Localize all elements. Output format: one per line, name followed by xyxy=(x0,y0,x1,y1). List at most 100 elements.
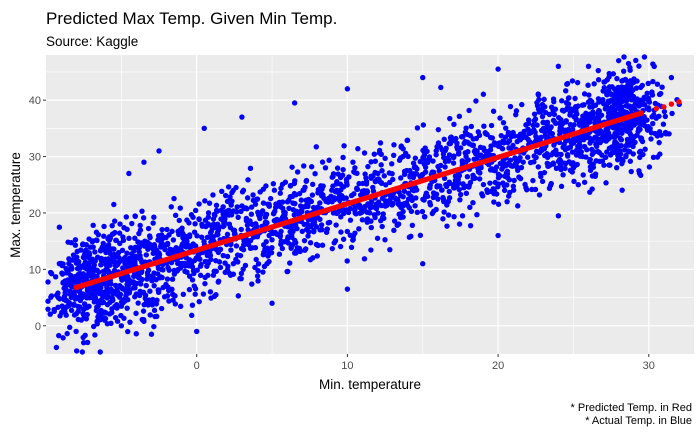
actual-point xyxy=(202,274,208,281)
actual-point xyxy=(55,290,61,296)
actual-point xyxy=(71,290,77,297)
actual-point xyxy=(555,63,562,69)
actual-point xyxy=(121,297,127,303)
actual-point xyxy=(445,212,452,218)
actual-point xyxy=(174,248,181,255)
actual-point xyxy=(45,279,51,285)
actual-point xyxy=(186,286,193,293)
actual-point xyxy=(570,140,577,146)
actual-point xyxy=(587,167,594,174)
actual-point xyxy=(490,108,497,114)
actual-point xyxy=(155,287,161,293)
actual-point xyxy=(637,154,643,161)
actual-point xyxy=(95,231,102,238)
actual-point xyxy=(214,208,220,214)
actual-point xyxy=(238,208,244,215)
actual-point xyxy=(476,176,483,182)
actual-point xyxy=(205,214,212,220)
actual-point xyxy=(176,260,183,267)
actual-point xyxy=(186,243,193,250)
actual-point xyxy=(238,226,244,233)
actual-point xyxy=(560,120,566,127)
actual-point xyxy=(336,194,342,200)
actual-point xyxy=(278,228,284,235)
actual-point xyxy=(422,169,429,175)
actual-point xyxy=(308,198,315,205)
x-tick-label: 20 xyxy=(492,360,504,372)
actual-point xyxy=(72,242,79,248)
actual-point xyxy=(501,187,508,194)
actual-point xyxy=(617,151,624,157)
actual-point xyxy=(211,221,217,227)
actual-point xyxy=(112,229,118,236)
actual-point xyxy=(114,318,121,324)
actual-point xyxy=(420,154,426,161)
actual-point xyxy=(137,281,144,287)
actual-point xyxy=(71,302,77,308)
actual-point xyxy=(489,166,495,172)
actual-point xyxy=(191,270,197,277)
actual-point xyxy=(525,126,531,132)
actual-point xyxy=(84,311,90,318)
actual-point xyxy=(351,169,357,175)
actual-point xyxy=(109,222,115,229)
actual-point xyxy=(169,276,176,282)
actual-point xyxy=(539,147,545,154)
actual-point xyxy=(614,111,621,118)
actual-point xyxy=(574,79,581,86)
actual-point xyxy=(101,223,107,230)
actual-point xyxy=(269,300,275,306)
actual-point xyxy=(661,108,668,115)
actual-point xyxy=(297,203,304,209)
actual-point xyxy=(564,80,571,87)
actual-point xyxy=(394,196,401,203)
actual-point xyxy=(475,165,481,172)
actual-point xyxy=(189,312,195,319)
actual-point xyxy=(288,243,294,250)
actual-point xyxy=(391,218,398,224)
actual-point xyxy=(531,153,537,159)
predicted-temp-points xyxy=(73,99,682,291)
actual-point xyxy=(186,273,193,279)
actual-point xyxy=(441,209,447,215)
actual-point xyxy=(120,265,126,271)
actual-point xyxy=(495,66,501,72)
actual-point xyxy=(470,200,476,206)
actual-point xyxy=(144,276,150,282)
actual-point xyxy=(63,297,70,304)
actual-point xyxy=(457,197,463,203)
actual-point xyxy=(224,231,231,238)
actual-point xyxy=(645,105,652,111)
actual-point xyxy=(614,165,620,171)
actual-point xyxy=(398,192,404,199)
actual-point xyxy=(648,130,655,136)
actual-point xyxy=(264,220,270,226)
actual-point xyxy=(410,160,417,166)
actual-point xyxy=(573,117,579,123)
actual-point xyxy=(463,125,469,131)
actual-point xyxy=(532,129,538,135)
actual-point xyxy=(650,120,656,127)
actual-point xyxy=(315,242,321,249)
actual-point xyxy=(196,201,202,207)
actual-point xyxy=(437,183,443,189)
actual-point xyxy=(151,283,157,289)
caption-predicted: * Predicted Temp. in Red xyxy=(571,402,692,414)
actual-point xyxy=(625,79,631,85)
actual-point xyxy=(229,189,235,196)
actual-point xyxy=(182,268,188,275)
actual-point xyxy=(669,110,675,117)
actual-point xyxy=(623,124,629,130)
actual-point xyxy=(462,129,469,135)
actual-point xyxy=(389,161,395,167)
actual-point xyxy=(147,234,153,241)
actual-point xyxy=(321,195,327,202)
actual-point xyxy=(196,216,202,222)
y-tick-label: 40 xyxy=(29,95,41,107)
actual-point xyxy=(329,198,335,205)
actual-point xyxy=(224,198,231,205)
actual-point xyxy=(573,108,579,114)
actual-point xyxy=(558,183,565,190)
actual-point xyxy=(619,78,625,84)
actual-point xyxy=(98,257,104,263)
